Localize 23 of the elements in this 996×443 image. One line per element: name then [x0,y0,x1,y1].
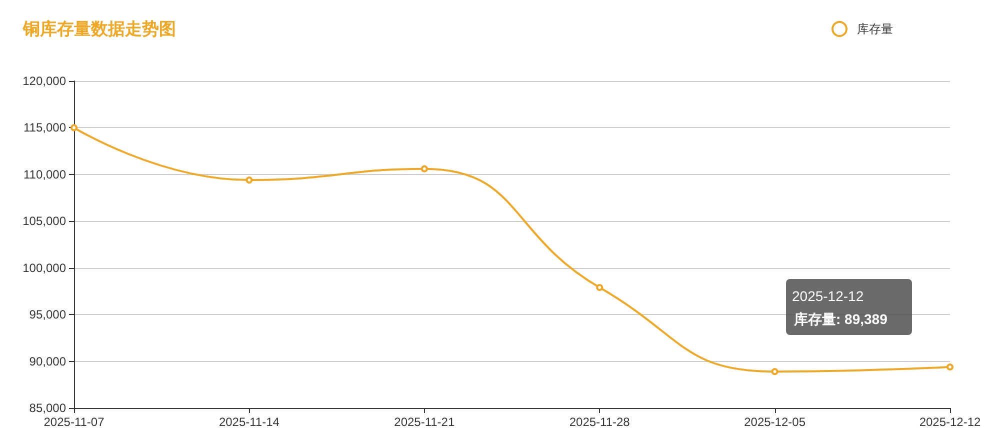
point [70,124,78,132]
y-tick-label: 100,000 [22,260,66,275]
point [420,165,428,172]
point [771,368,778,376]
point [946,363,954,370]
point [246,176,253,184]
x-tick-label: 2025-11-21 [394,415,455,429]
legend-label: 库存量 [857,22,893,36]
y-tick-label: 110,000 [24,167,66,182]
y-tick-label: 85,000 [29,401,66,415]
point [596,284,604,291]
annotation: 2025-12-12 库存量: 89,389 [792,288,888,327]
y-tick-label: 105,000 [22,214,66,228]
y-tick-label: 90,000 [29,354,66,368]
x-tick-label: 2025-11-14 [218,415,280,429]
y-tick-label: 95,000 [29,308,66,322]
y-tick-label: 120,000 [22,74,66,88]
y-tick-label: 115,000 [24,120,66,135]
x-tick-label: 2025-11-28 [569,415,630,429]
x-tick-label: 2025-12-12 [919,415,982,429]
x-tick-label: 2025-12-05 [744,415,806,429]
chart-title: 铜库存量数据走势图 [22,20,176,40]
x-tick-label: 2025-11-07 [44,415,105,429]
